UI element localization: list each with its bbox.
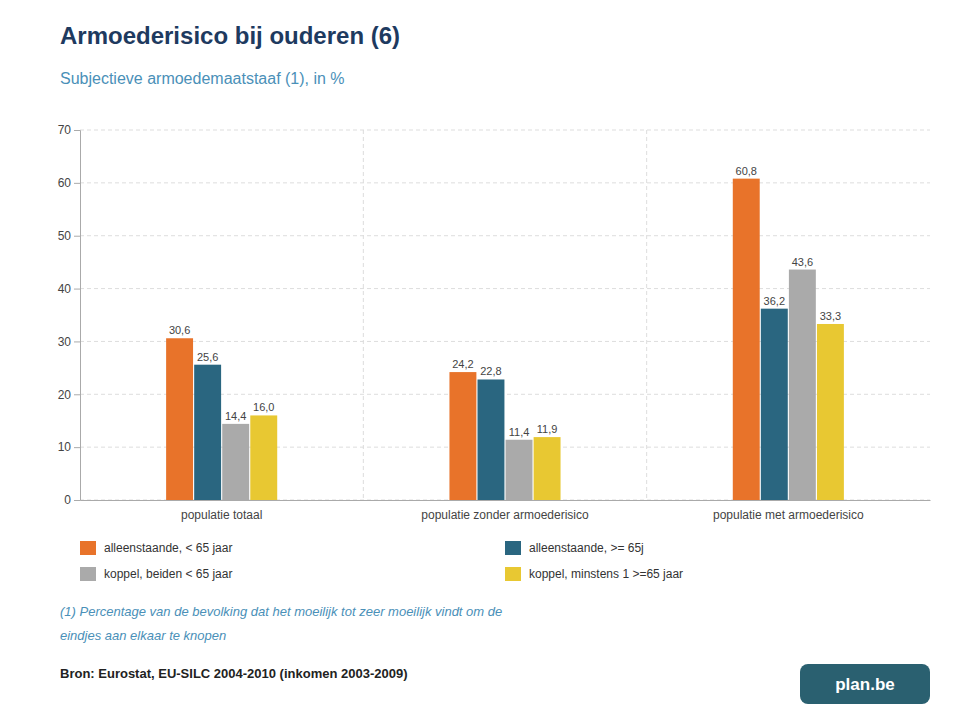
- chart-svg: Armoederisico bij ouderen (6) Subjectieve…: [0, 0, 960, 716]
- y-tick-mark: [74, 447, 80, 448]
- y-tick-label: 20: [58, 388, 72, 402]
- bar: [478, 379, 505, 500]
- y-tick: 30: [58, 335, 80, 349]
- bar: [449, 372, 476, 500]
- y-tick-mark: [74, 183, 80, 184]
- legend: alleenstaande, < 65 jaar alleenstaande, >…: [80, 541, 683, 581]
- bar: [506, 440, 533, 500]
- bar: [194, 365, 221, 500]
- y-tick-label: 10: [58, 440, 72, 454]
- legend-swatch: [505, 567, 521, 581]
- y-tick-mark: [74, 289, 80, 290]
- group-separator: [646, 130, 647, 500]
- data-label: 22,8: [480, 365, 501, 377]
- data-label: 36,2: [764, 295, 785, 307]
- footnote: eindjes aan elkaar te knopen: [60, 628, 226, 643]
- badge: [800, 664, 930, 704]
- legend-swatch: [80, 541, 96, 555]
- y-axis-line: [74, 131, 81, 501]
- legend-swatch: [80, 567, 96, 581]
- data-label: 14,4: [225, 410, 246, 422]
- y-tick-mark: [74, 130, 80, 131]
- legend-item: alleenstaande, < 65 jaar: [80, 541, 232, 555]
- y-tick-label: 40: [58, 282, 72, 296]
- annotations: (1) Percentage van de bevolking dat het …: [60, 604, 930, 704]
- bar: [733, 179, 760, 500]
- bar-series: [222, 270, 816, 500]
- legend-label: alleenstaande, < 65 jaar: [104, 541, 232, 555]
- x-axis-line: [81, 500, 931, 501]
- chart-container: Armoederisico bij ouderen (6) Subjectieve…: [0, 0, 960, 716]
- bar: [761, 309, 788, 500]
- group-separators: [363, 130, 646, 500]
- legend-item: koppel, minstens 1 >=65 jaar: [505, 567, 683, 581]
- data-label: 11,4: [509, 426, 530, 438]
- title: Armoederisico bij ouderen (6): [60, 22, 400, 49]
- badge-text: plan.be: [835, 675, 895, 694]
- y-tick: 0: [64, 493, 80, 507]
- y-tick: 60: [58, 176, 80, 190]
- y-tick-mark: [74, 500, 80, 501]
- y-tick-label: 0: [64, 493, 71, 507]
- data-label: 25,6: [197, 351, 218, 363]
- bar: [166, 338, 193, 500]
- y-axis: 0 10 20 30 40 50 60 70: [58, 123, 81, 507]
- y-tick: 10: [58, 440, 80, 454]
- bar: [534, 437, 561, 500]
- y-tick: 20: [58, 388, 80, 402]
- bar-series: [166, 179, 760, 500]
- plot-area: 30,6 24,2 60,8 25,6 22,8 36,2 14,4 11,4 43,6 16,0…: [58, 123, 931, 521]
- legend-label: koppel, minstens 1 >=65 jaar: [529, 567, 683, 581]
- legend-item: alleenstaande, >= 65j: [505, 541, 644, 555]
- data-label: 33,3: [820, 310, 841, 322]
- x-tick-label: populatie met armoederisico: [713, 508, 864, 522]
- grid: [80, 130, 930, 500]
- source: Bron: Eurostat, EU-SILC 2004-2010 (inkom…: [60, 666, 408, 681]
- bar: [817, 324, 844, 500]
- grid-line: [80, 182, 930, 183]
- data-label: 11,9: [537, 423, 558, 435]
- y-tick-mark: [74, 394, 80, 395]
- legend-swatch: [505, 541, 521, 555]
- y-tick: 70: [58, 123, 80, 137]
- y-tick-label: 30: [58, 335, 72, 349]
- data-label: 30,6: [169, 324, 190, 336]
- x-tick: populatie zonder armoederisico: [421, 500, 589, 522]
- grid-line: [80, 235, 930, 236]
- bar: [789, 270, 816, 500]
- y-tick-label: 70: [58, 123, 72, 137]
- subtitle: Subjectieve armoedemaatstaaf (1), in %: [60, 70, 345, 87]
- x-tick-label: populatie zonder armoederisico: [421, 508, 589, 522]
- y-tick: 50: [58, 229, 80, 243]
- bar-series: [194, 309, 788, 500]
- bar-series: [250, 324, 844, 500]
- group-separator: [363, 130, 364, 500]
- x-axis: populatie totaal populatie zonder armoede…: [81, 500, 931, 522]
- y-tick-mark: [74, 236, 80, 237]
- y-tick: 40: [58, 282, 80, 296]
- bars: [166, 179, 844, 500]
- data-labels: 30,6 24,2 60,8 25,6 22,8 36,2 14,4 11,4 43,6 16,0…: [169, 165, 841, 438]
- grid-line: [80, 130, 930, 131]
- bar: [222, 424, 249, 500]
- legend-label: koppel, beiden < 65 jaar: [104, 567, 232, 581]
- x-tick: populatie totaal: [181, 500, 262, 522]
- x-tick-label: populatie totaal: [181, 508, 262, 522]
- bar: [250, 415, 277, 500]
- data-label: 24,2: [452, 358, 473, 370]
- data-label: 43,6: [792, 256, 813, 268]
- y-tick-mark: [74, 341, 80, 342]
- data-label: 60,8: [736, 165, 757, 177]
- data-label: 16,0: [253, 401, 274, 413]
- y-tick-label: 60: [58, 176, 72, 190]
- legend-label: alleenstaande, >= 65j: [529, 541, 644, 555]
- footnote: (1) Percentage van de bevolking dat het …: [60, 604, 502, 619]
- legend-item: koppel, beiden < 65 jaar: [80, 567, 232, 581]
- y-tick-label: 50: [58, 229, 72, 243]
- x-tick: populatie met armoederisico: [713, 500, 864, 522]
